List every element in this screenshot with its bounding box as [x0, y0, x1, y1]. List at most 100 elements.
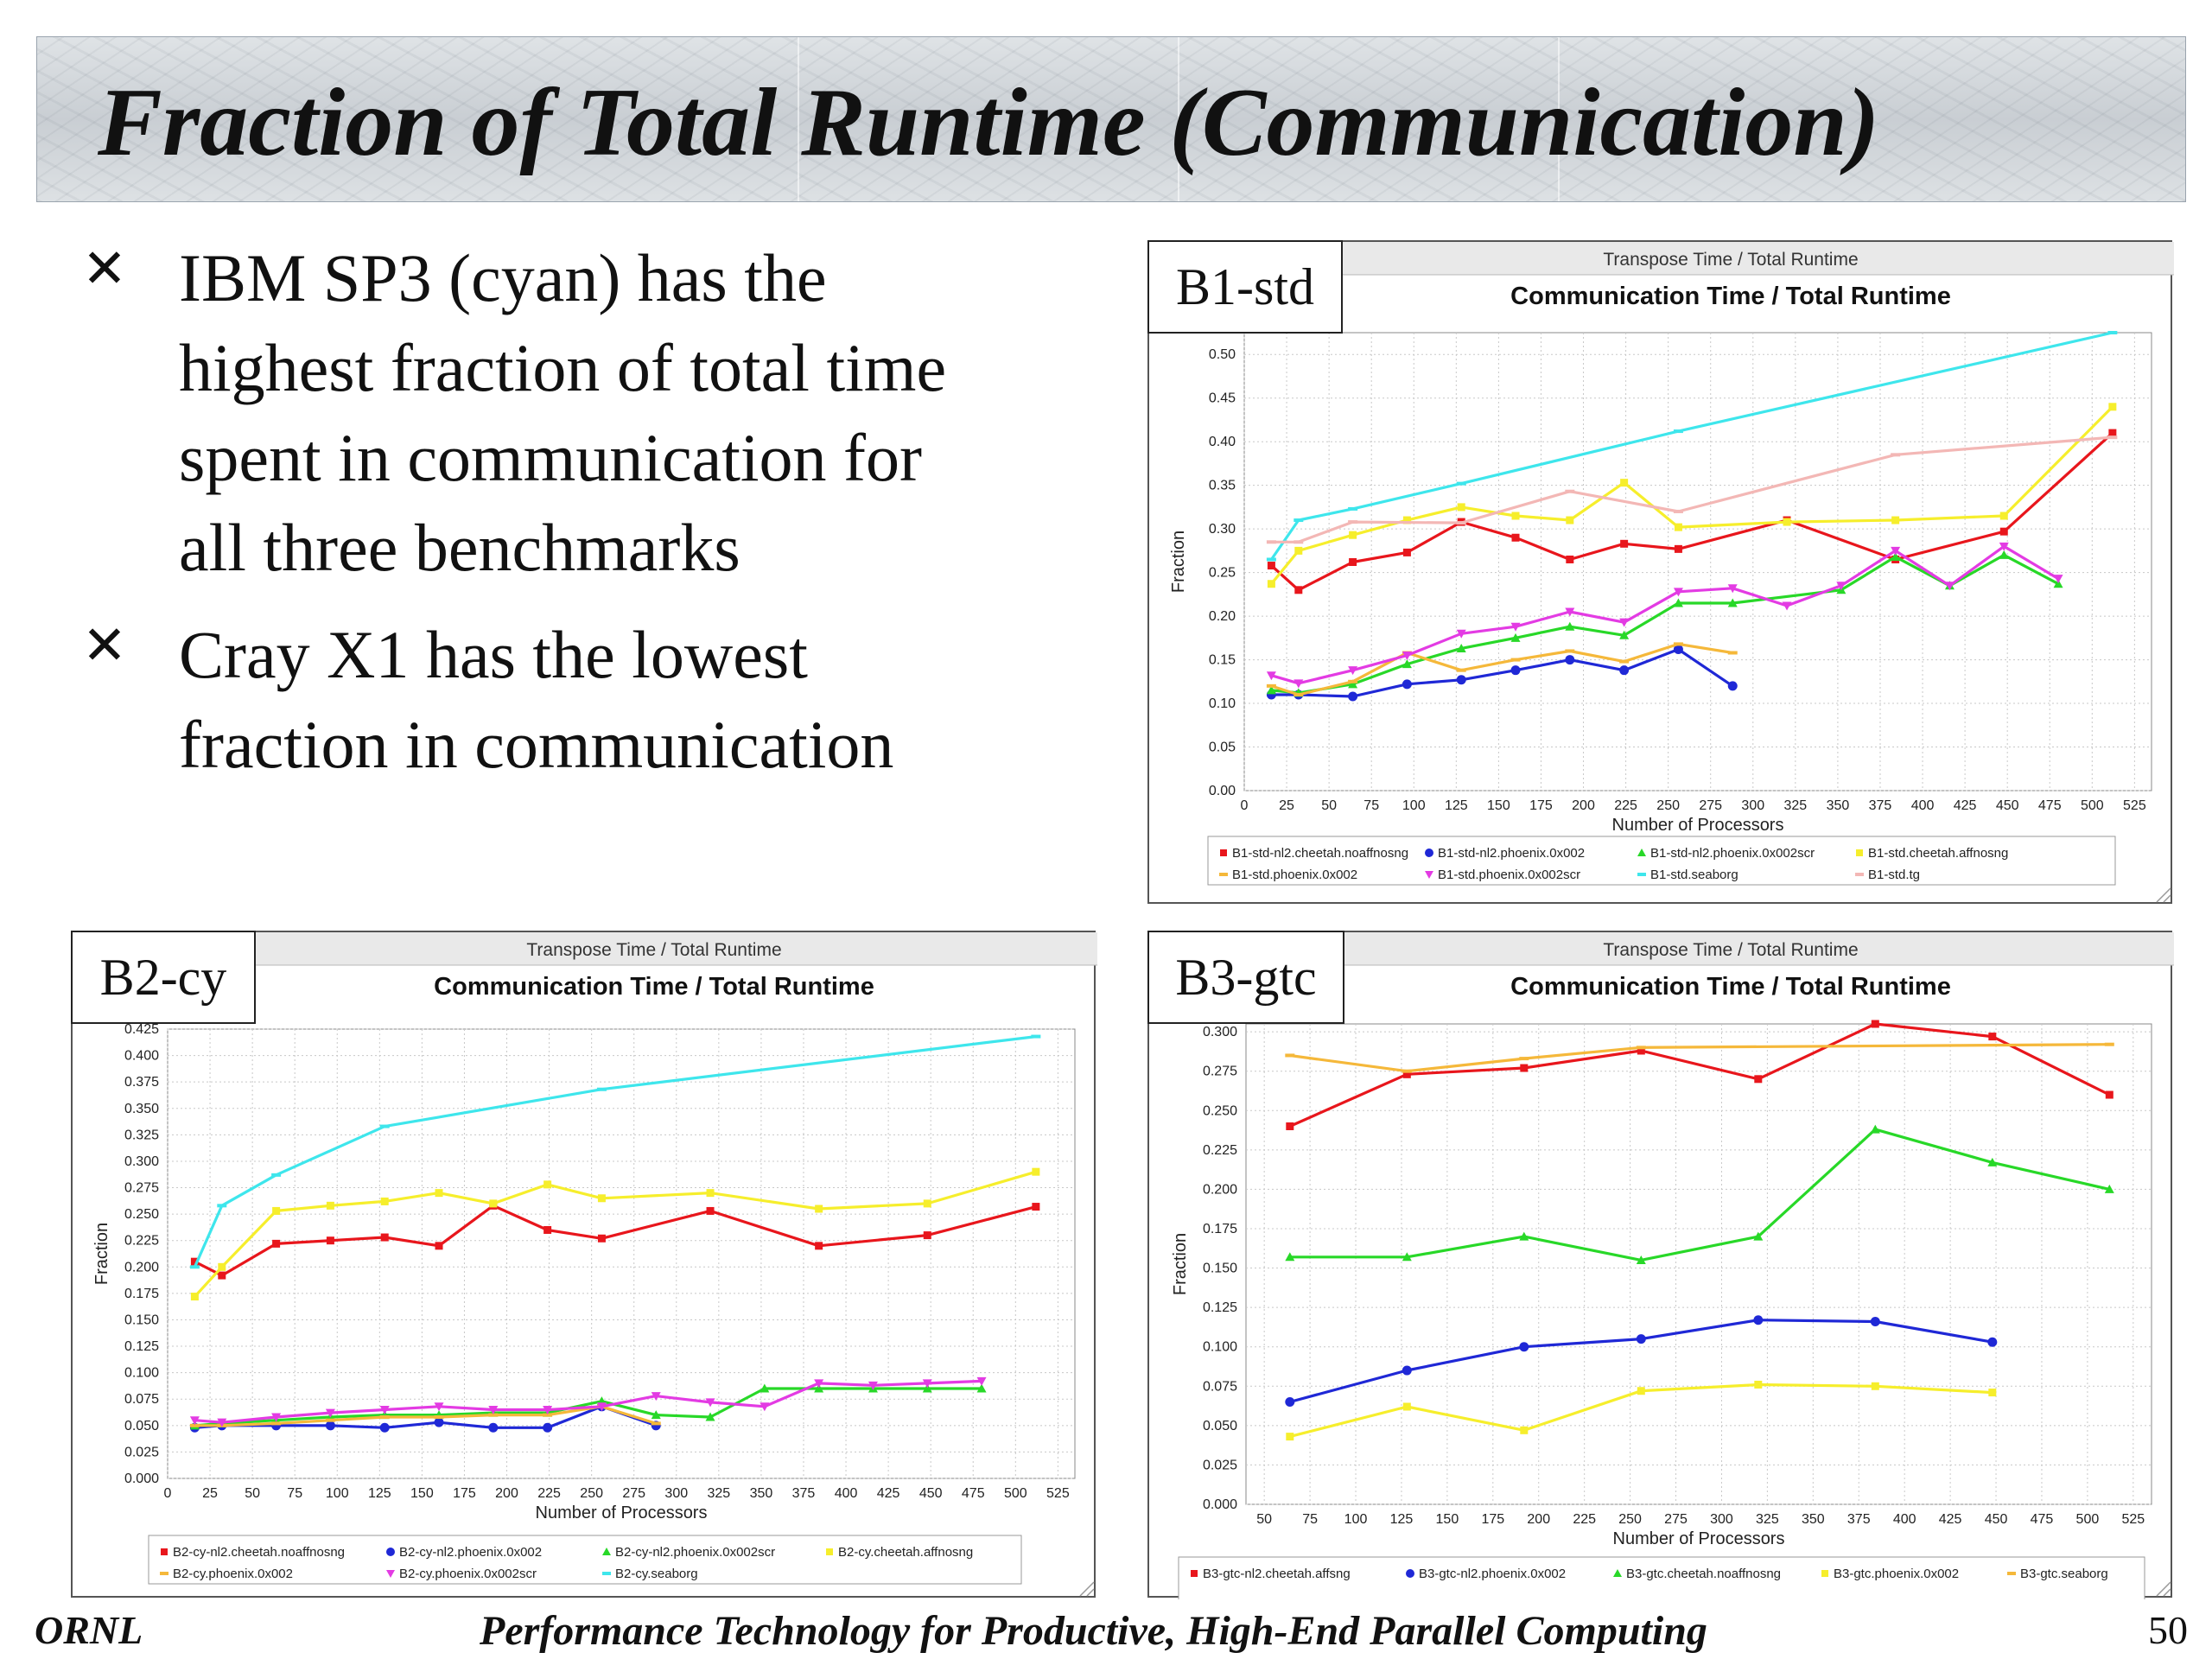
data-point [1348, 506, 1358, 511]
data-point [1636, 1334, 1646, 1344]
data-point [1999, 527, 2008, 536]
legend-marker [1855, 873, 1864, 876]
data-point [1348, 679, 1358, 689]
data-point [1294, 692, 1304, 696]
y-tick-label: 0.35 [1209, 479, 1236, 493]
data-point [1510, 665, 1521, 676]
data-point [705, 1412, 715, 1421]
x-tick-label: 500 [2076, 1512, 2100, 1527]
data-point [2107, 435, 2118, 440]
x-tick-label: 25 [202, 1486, 218, 1501]
data-point [488, 1405, 499, 1414]
data-point [1871, 1020, 1879, 1028]
data-point [1294, 586, 1303, 594]
legend-marker [1220, 849, 1227, 856]
data-point [543, 1413, 553, 1417]
data-point [1727, 681, 1738, 691]
x-tick-label: 250 [1656, 798, 1680, 813]
series-line [1271, 435, 2113, 543]
y-tick-label: 0.20 [1209, 609, 1236, 624]
data-point [1266, 685, 1276, 695]
data-point [814, 1379, 824, 1389]
y-tick-label: 0.000 [1203, 1497, 1237, 1512]
y-tick-label: 0.30 [1209, 522, 1236, 537]
x-tick-label: 25 [1279, 798, 1294, 813]
data-point [1870, 1317, 1880, 1327]
data-point [1456, 668, 1466, 672]
data-point [1294, 540, 1304, 544]
data-point [435, 1189, 443, 1198]
x-tick-label: 175 [1481, 1512, 1504, 1527]
bullet-line: IBM SP3 (cyan) has the [179, 240, 827, 315]
data-point [1753, 1231, 1764, 1241]
plot-area [1243, 332, 2152, 791]
y-tick-label: 0.45 [1209, 391, 1236, 406]
x-tick-label: 475 [962, 1486, 985, 1501]
data-point [272, 1206, 281, 1215]
x-tick-label: 125 [368, 1486, 391, 1501]
data-point [1565, 607, 1575, 617]
x-tick-label: 400 [1911, 798, 1935, 813]
data-point [2053, 579, 2063, 588]
y-tick-label: 0.075 [124, 1392, 159, 1407]
window-title: Transpose Time / Total Runtime [526, 940, 781, 960]
data-point [1349, 558, 1357, 567]
chart-tag: B2-cy [71, 931, 256, 1024]
legend-label: B2-cy.cheetah.affnosng [838, 1545, 973, 1560]
x-tick-label: 50 [245, 1486, 260, 1501]
x-tick-label: 325 [1756, 1512, 1779, 1527]
legend-label: B1-std-nl2.phoenix.0x002 [1438, 846, 1585, 861]
data-point [1999, 550, 2009, 559]
x-tick-label: 375 [792, 1486, 816, 1501]
data-point [1286, 1122, 1294, 1130]
data-point [1266, 671, 1276, 681]
x-tick-label: 475 [2031, 1512, 2054, 1527]
bullet-line: spent in communication for [179, 420, 922, 495]
y-tick-label: 0.50 [1209, 347, 1236, 362]
x-tick-label: 200 [1572, 798, 1595, 813]
data-point [543, 1422, 553, 1433]
x-tick-label: 75 [1302, 1512, 1318, 1527]
series-6 [1266, 542, 2063, 689]
x-tick-label: 100 [326, 1486, 349, 1501]
data-point [1402, 1365, 1412, 1376]
data-point [271, 1413, 282, 1422]
y-tick-label: 0.200 [1203, 1182, 1237, 1197]
data-point [1510, 622, 1521, 632]
data-point [2105, 1090, 2113, 1099]
data-point [218, 1271, 226, 1280]
data-point [1673, 588, 1683, 597]
series-1 [1286, 1020, 2113, 1130]
x-tick-label: 225 [1614, 798, 1637, 813]
data-point [1032, 1167, 1040, 1176]
data-point [706, 1206, 715, 1215]
series-7 [189, 1034, 1041, 1269]
x-tick-label: 275 [622, 1486, 645, 1501]
data-point [1619, 618, 1630, 627]
x-tick-label: 225 [1573, 1512, 1596, 1527]
data-point [1032, 1203, 1040, 1211]
chart-b1-std: Transpose Time / Total Runtime Communicat… [1147, 240, 2174, 904]
series-line [1271, 647, 1734, 698]
y-tick-label: 0.050 [124, 1419, 159, 1433]
data-point [1673, 509, 1683, 513]
series-line [193, 1035, 1037, 1268]
legend-label: B1-std-nl2.phoenix.0x002scr [1650, 846, 1815, 861]
data-point [597, 1194, 606, 1203]
data-point [1891, 546, 1901, 556]
bullet-line: Cray X1 has the lowest [179, 617, 808, 692]
data-point [1636, 1046, 1646, 1050]
data-point [1519, 1057, 1529, 1061]
legend-label: B3-gtc.cheetah.noaffnosng [1626, 1567, 1781, 1581]
legend-label: B3-gtc.phoenix.0x002 [1834, 1567, 1959, 1581]
data-point [1267, 580, 1275, 588]
data-point [489, 1199, 498, 1208]
data-point [218, 1262, 226, 1271]
data-point [1285, 1252, 1295, 1262]
chart-title: Communication Time / Total Runtime [1510, 973, 1951, 1001]
y-tick-label: 0.050 [1203, 1419, 1237, 1433]
y-tick-label: 0.375 [124, 1075, 159, 1090]
legend-label: B1-std.tg [1868, 868, 1920, 882]
data-point [923, 1199, 931, 1208]
data-point [1267, 562, 1275, 570]
